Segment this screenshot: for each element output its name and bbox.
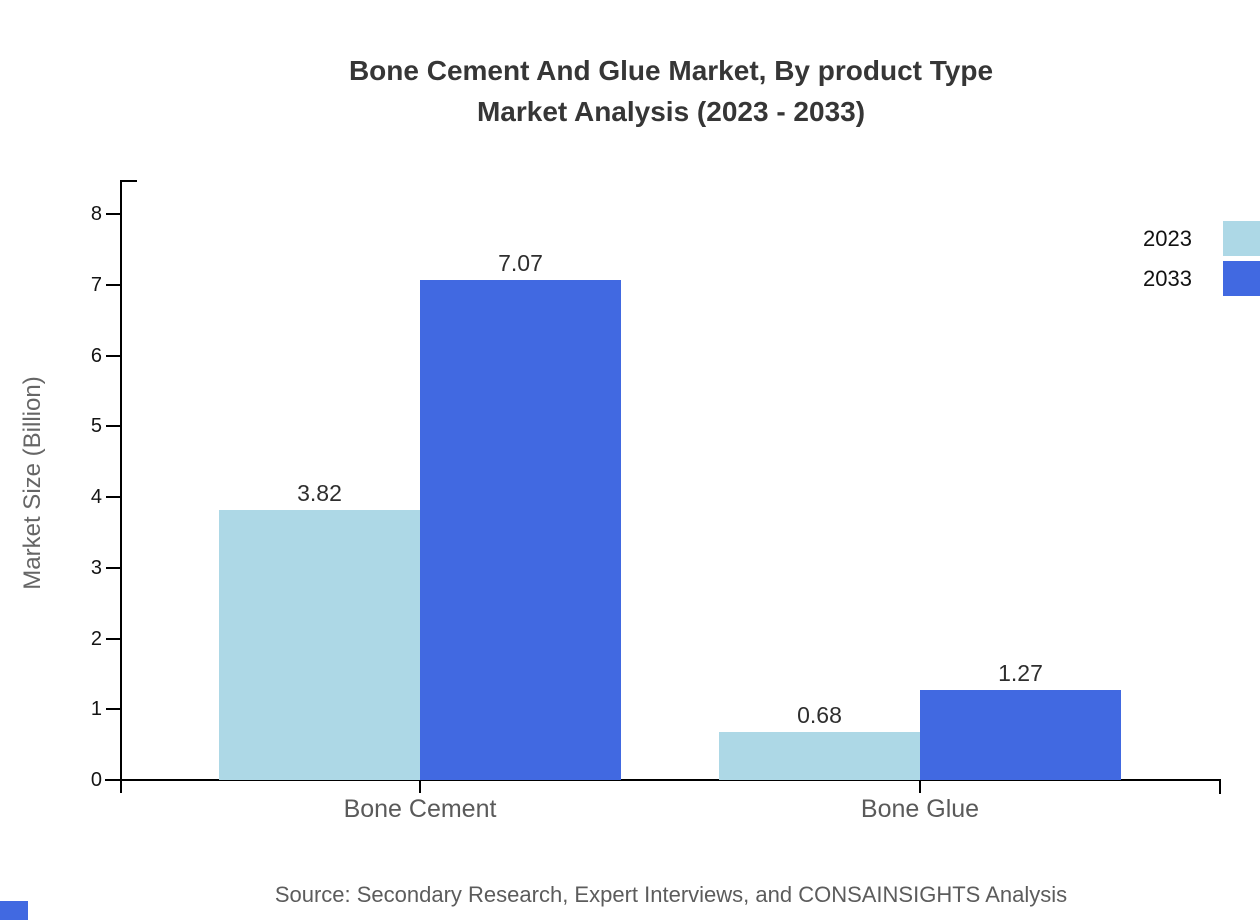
chart-title-line1: Bone Cement And Glue Market, By product … [348, 55, 994, 86]
y-tick-label: 3 [90, 556, 102, 579]
y-tick-label: 7 [90, 273, 102, 296]
bar-2023 [219, 509, 420, 780]
x-tick [919, 780, 921, 793]
y-tick-label: 6 [90, 344, 102, 367]
bar-2033 [920, 690, 1121, 780]
bar-value-label: 1.27 [998, 660, 1043, 687]
chart-title-line2: Market Analysis (2023 - 2033) [476, 96, 866, 127]
brand-corner-mark [0, 901, 28, 920]
y-tick-label: 8 [90, 203, 102, 225]
x-axis-line [105, 779, 1221, 781]
legend-label: 2023 [1143, 226, 1192, 251]
y-tick-label: 0 [90, 769, 102, 791]
legend-swatch-2023 [1223, 221, 1260, 256]
source-text: Source: Secondary Research, Expert Inter… [274, 882, 1068, 907]
y-tick [106, 566, 121, 569]
bar-2023 [719, 731, 920, 780]
category-label: Bone Cement [343, 795, 497, 823]
y-tick [106, 637, 121, 640]
category-label: Bone Glue [860, 795, 980, 823]
x-tick [419, 780, 421, 793]
y-tick [106, 213, 121, 215]
y-tick [106, 425, 121, 428]
y-tick [106, 708, 121, 711]
y-tick [106, 354, 121, 357]
y-tick [106, 779, 121, 781]
y-tick [106, 283, 121, 286]
x-axis-right-cap [1219, 779, 1221, 794]
bar-value-label: 0.68 [797, 701, 842, 728]
bar-value-label: 7.07 [498, 249, 543, 276]
bar-value-label: 3.82 [297, 479, 342, 506]
bar-2033 [420, 279, 621, 780]
y-axis-line [120, 180, 122, 793]
y-tick [106, 496, 121, 498]
y-tick-label: 1 [90, 698, 102, 721]
y-axis-top-cap [120, 180, 137, 182]
chart-title: Bone Cement And Glue Market, By product … [121, 50, 1221, 132]
legend-swatch-2033 [1223, 261, 1260, 296]
y-tick-label: 4 [90, 486, 102, 508]
y-tick-label: 5 [90, 415, 102, 438]
legend-label: 2033 [1143, 266, 1192, 291]
y-tick-label: 2 [90, 627, 102, 650]
